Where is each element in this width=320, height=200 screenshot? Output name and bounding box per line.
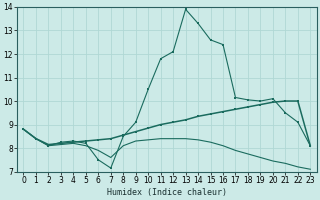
X-axis label: Humidex (Indice chaleur): Humidex (Indice chaleur) [107,188,227,197]
